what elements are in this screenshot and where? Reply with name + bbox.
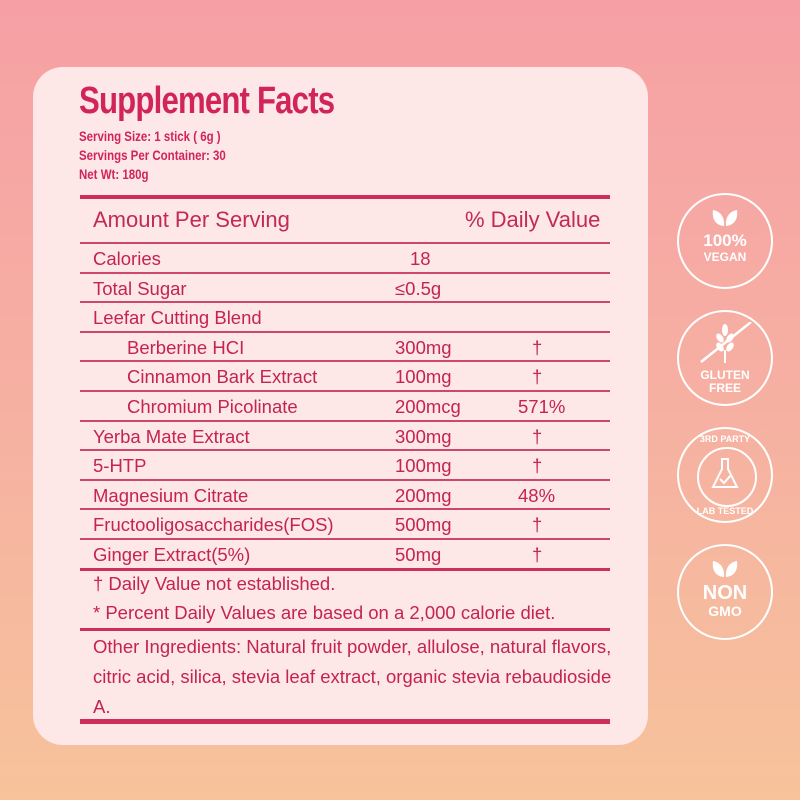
divider (80, 719, 610, 724)
badge-non-gmo: NON GMO (677, 544, 773, 640)
table-row: Fructooligosaccharides(FOS) 500mg † (80, 508, 610, 538)
badge-gluten-free: GLUTEN FREE (677, 310, 773, 406)
daily-value-header: % Daily Value (465, 207, 601, 232)
badge-text: GMO (708, 603, 742, 619)
nutrient-daily-value: 48% (518, 484, 556, 506)
table-row: Leefar Cutting Blend (80, 301, 610, 331)
badge-text: VEGAN (703, 250, 747, 264)
page-title: Supplement Facts (79, 80, 335, 122)
badge-text: NON (702, 582, 748, 604)
nutrient-name: Berberine HCI (127, 336, 245, 358)
flask-check-icon (711, 458, 739, 488)
nutrient-amount: 18 (410, 248, 431, 269)
nutrient-name: Calories (93, 248, 161, 269)
badge-text: 100% (703, 231, 747, 250)
nutrient-daily-value: † (532, 425, 543, 447)
badge-text: GLUTEN (700, 368, 750, 382)
table-row: Calories 18 (80, 242, 610, 272)
amount-per-serving-header: Amount Per Serving (93, 207, 290, 232)
leaf-icon (712, 210, 738, 226)
nutrient-name: Yerba Mate Extract (93, 425, 250, 447)
nutrient-name: Magnesium Citrate (93, 484, 249, 506)
nutrient-name: Leefar Cutting Blend (93, 307, 262, 329)
nutrient-daily-value: † (532, 514, 543, 536)
nutrient-amount: ≤0.5g (395, 277, 442, 299)
nutrient-amount: 50mg (395, 544, 442, 565)
table-row: Chromium Picolinate 200mcg 571% (80, 390, 610, 420)
nutrient-name: Chromium Picolinate (127, 396, 298, 417)
nutrient-daily-value: † (532, 366, 543, 388)
badge-text: 3RD PARTY (699, 434, 751, 444)
wheat-crossed-icon (700, 321, 752, 363)
badge-text: FREE (708, 381, 741, 395)
nutrient-amount: 100mg (395, 366, 452, 388)
nutrient-name: Fructooligosaccharides(FOS) (93, 514, 334, 536)
nutrient-daily-value: 571% (518, 396, 566, 417)
nutrient-daily-value: † (532, 455, 543, 477)
nutrient-name: 5-HTP (93, 455, 147, 477)
table-row: Berberine HCI 300mg † (80, 330, 610, 361)
other-ingredients: Other Ingredients: Natural fruit powder,… (93, 636, 612, 717)
nutrient-amount: 200mg (395, 484, 452, 506)
divider (80, 628, 610, 631)
footnote-percent: * Percent Daily Values are based on a 2,… (93, 602, 556, 623)
table-row: Yerba Mate Extract 300mg † (80, 419, 610, 450)
serving-size: Serving Size: 1 stick ( 6g ) (79, 128, 221, 144)
table-header: Amount Per Serving % Daily Value (93, 204, 603, 240)
table-row: 5-HTP 100mg † (80, 449, 610, 479)
divider (80, 195, 610, 199)
nutrient-daily-value: † (532, 336, 543, 358)
badge-text: LAB TESTED (696, 506, 754, 516)
footnote-dagger: † Daily Value not established. (93, 573, 336, 594)
supplement-facts-card (33, 67, 648, 745)
nutrient-amount: 500mg (395, 514, 452, 536)
table-row: Magnesium Citrate 200mg 48% (80, 478, 610, 509)
nutrient-amount: 300mg (395, 425, 452, 447)
nutrient-amount: 200mcg (395, 396, 461, 417)
nutrient-amount: 100mg (395, 455, 452, 477)
table-row: Ginger Extract(5%) 50mg † (80, 538, 610, 568)
nutrient-daily-value: † (532, 544, 543, 565)
nutrient-name: Cinnamon Bark Extract (127, 366, 318, 388)
net-weight: Net Wt: 180g (79, 166, 149, 182)
leaf-icon (712, 561, 738, 577)
servings-per-container: Servings Per Container: 30 (79, 147, 226, 163)
badge-vegan: 100% VEGAN (677, 193, 773, 289)
nutrient-amount: 300mg (395, 336, 452, 358)
table-row: Cinnamon Bark Extract 100mg † (80, 360, 610, 390)
divider (80, 568, 610, 572)
table-row: Total Sugar ≤0.5g (80, 271, 610, 302)
nutrient-name: Ginger Extract(5%) (93, 544, 251, 565)
nutrient-name: Total Sugar (93, 277, 187, 299)
badge-lab-tested: 3RD PARTY LAB TESTED (677, 427, 773, 523)
